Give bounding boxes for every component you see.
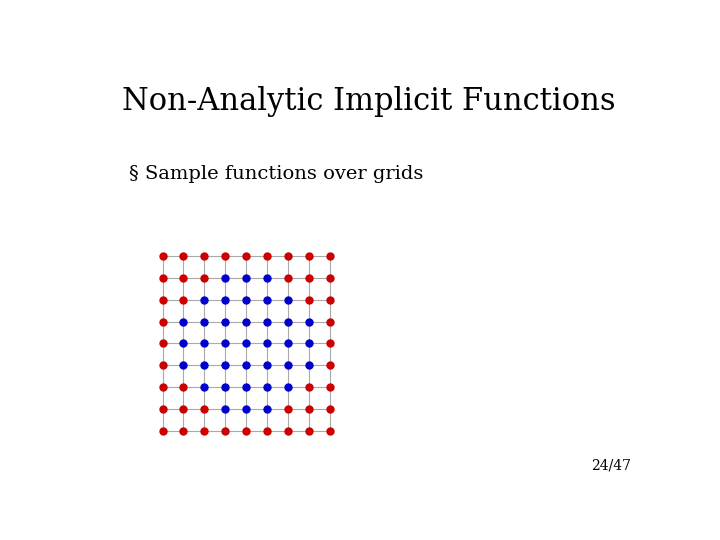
- Text: 24/47: 24/47: [591, 458, 631, 472]
- Text: § Sample functions over grids: § Sample functions over grids: [129, 165, 423, 183]
- Text: Non-Analytic Implicit Functions: Non-Analytic Implicit Functions: [122, 85, 616, 117]
